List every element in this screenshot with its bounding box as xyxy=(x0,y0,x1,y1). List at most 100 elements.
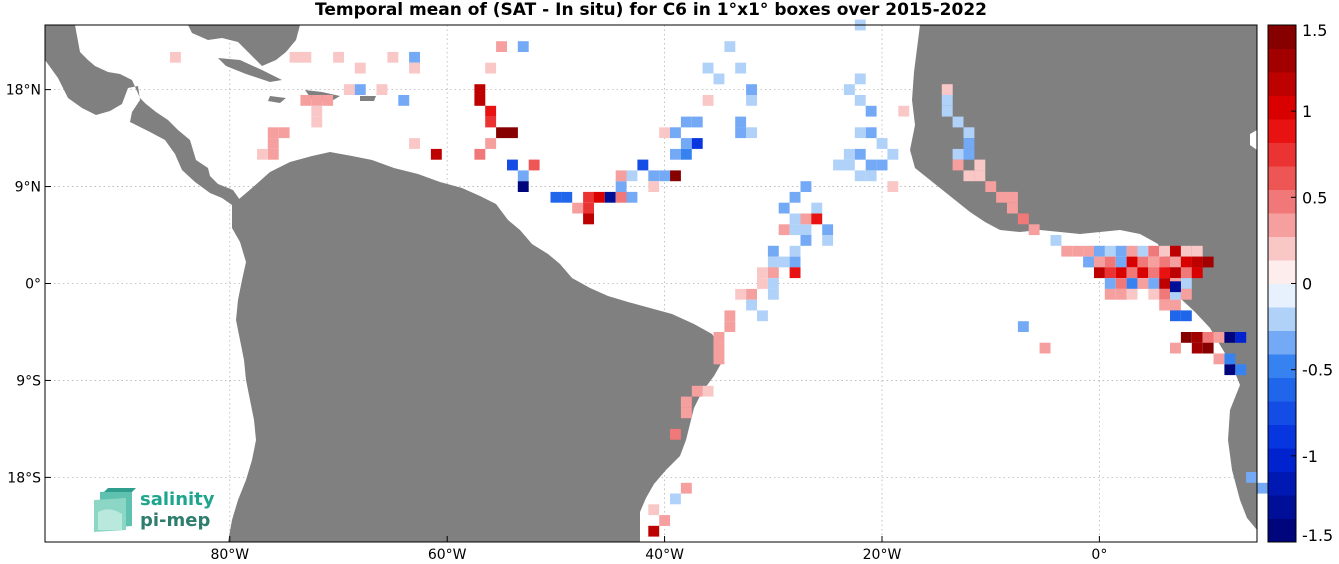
colorbar: 1.5 1 0.5 0 -0.5 -1 -1.5 xyxy=(1267,21,1333,545)
heatmap-cell xyxy=(1235,332,1247,343)
heatmap-cell xyxy=(1191,332,1203,343)
heatmap-cell xyxy=(387,51,399,63)
heatmap-cell xyxy=(843,84,855,95)
heatmap-cell xyxy=(670,127,681,139)
heatmap-cell xyxy=(822,224,834,236)
heatmap-cell xyxy=(746,127,757,139)
heatmap-cell xyxy=(963,138,975,149)
land-south-america xyxy=(228,152,722,542)
heatmap-cell xyxy=(1137,267,1149,279)
heatmap-cell xyxy=(1180,278,1192,289)
heatmap-cell xyxy=(1202,256,1214,268)
heatmap-cell xyxy=(507,159,518,171)
heatmap-cell xyxy=(1137,245,1149,257)
heatmap-cell xyxy=(1148,288,1160,300)
colorbar-segment xyxy=(1268,518,1296,543)
colorbar-tick-label: -1.5 xyxy=(1302,526,1333,545)
heatmap-cell xyxy=(1170,281,1181,293)
heatmap-cell xyxy=(985,181,997,192)
heatmap-cell xyxy=(1159,267,1171,279)
heatmap-cell xyxy=(311,95,323,106)
heatmap-cell xyxy=(1104,267,1116,279)
heatmap-cell xyxy=(1180,256,1192,268)
lon-tick-label: 0° xyxy=(1091,547,1107,563)
heatmap-cell xyxy=(898,105,910,117)
heatmap-cell xyxy=(670,493,681,505)
land-puerto-rico xyxy=(360,96,376,101)
colorbar-segment xyxy=(1268,142,1296,167)
heatmap-cell xyxy=(1115,245,1127,257)
heatmap-cell xyxy=(735,62,747,74)
colorbar-tick-label: -0.5 xyxy=(1302,361,1333,380)
heatmap-cell xyxy=(409,51,420,63)
heatmap-cell xyxy=(1126,245,1138,257)
heatmap-cell xyxy=(311,105,323,117)
heatmap-cell xyxy=(1191,256,1203,268)
colorbar-segment xyxy=(1268,307,1296,331)
heatmap-cell xyxy=(974,159,986,171)
heatmap-cell xyxy=(528,159,540,171)
heatmap-cell xyxy=(1017,213,1029,225)
colorbar-segment xyxy=(1268,354,1296,378)
heatmap-cell xyxy=(409,138,420,149)
heatmap-cell xyxy=(789,256,801,268)
heatmap-cells xyxy=(170,19,1268,537)
heatmap-cell xyxy=(354,84,366,95)
colorbar-segment xyxy=(1268,189,1296,214)
heatmap-cell xyxy=(257,148,268,160)
heatmap-cell xyxy=(648,525,660,537)
heatmap-cell xyxy=(485,105,497,117)
heatmap-cell xyxy=(767,245,779,257)
colorbar-segment xyxy=(1268,424,1296,449)
heatmap-cell xyxy=(1148,278,1160,289)
heatmap-cell xyxy=(724,310,736,322)
heatmap-cell xyxy=(517,170,529,182)
heatmap-cell xyxy=(1257,482,1268,494)
heatmap-cell xyxy=(1170,288,1181,300)
heatmap-cell xyxy=(670,170,681,182)
lat-tick-label: 9°N xyxy=(15,180,41,196)
heatmap-cell xyxy=(789,245,801,257)
heatmap-cell xyxy=(702,385,714,397)
colorbar-tick-label: 1.5 xyxy=(1302,21,1327,40)
heatmap-cell xyxy=(713,332,725,343)
heatmap-cell xyxy=(659,127,671,139)
heatmap-cell xyxy=(1202,332,1214,343)
heatmap-cell xyxy=(507,127,518,139)
heatmap-cell xyxy=(670,148,681,160)
heatmap-cell xyxy=(789,267,801,279)
heatmap-cell xyxy=(670,428,681,440)
heatmap-cell xyxy=(691,116,703,128)
heatmap-cell xyxy=(1159,299,1171,311)
colorbar-segment xyxy=(1268,283,1296,308)
heatmap-cell xyxy=(843,159,855,171)
heatmap-cell xyxy=(485,62,497,74)
heatmap-cell xyxy=(474,95,486,106)
heatmap-cell xyxy=(1148,267,1160,279)
heatmap-cell xyxy=(1083,256,1094,268)
heatmap-cell xyxy=(1170,299,1181,311)
land-cuba xyxy=(218,58,282,82)
heatmap-cell xyxy=(583,213,594,225)
longitude-ticks: 80°W 60°W 40°W 20°W 0° xyxy=(210,536,1107,563)
heatmap-cell xyxy=(376,84,388,95)
heatmap-cell xyxy=(757,267,768,279)
lon-tick-label: 20°W xyxy=(863,547,902,563)
heatmap-cell xyxy=(1137,256,1149,268)
heatmap-cell xyxy=(735,288,747,300)
heatmap-cell xyxy=(1137,278,1149,289)
heatmap-cell xyxy=(1094,245,1105,257)
heatmap-cell xyxy=(300,51,312,63)
heatmap-cell xyxy=(767,288,779,300)
heatmap-cell xyxy=(713,73,725,85)
colorbar-segment xyxy=(1268,72,1296,96)
heatmap-cell xyxy=(735,116,747,128)
lon-tick-label: 40°W xyxy=(645,547,684,563)
heatmap-cell xyxy=(615,181,627,192)
colorbar-segment xyxy=(1268,213,1296,237)
heatmap-cell xyxy=(496,127,507,139)
heatmap-cell xyxy=(267,148,279,160)
heatmap-cell xyxy=(952,116,964,128)
heatmap-cell xyxy=(941,84,953,95)
